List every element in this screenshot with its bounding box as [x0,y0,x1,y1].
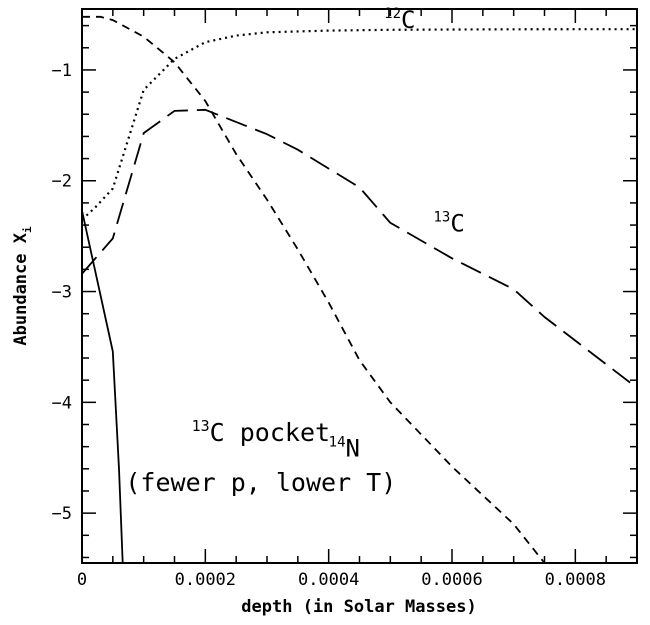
series-line-14N [82,15,546,563]
series-line-12C [82,28,637,221]
x-tick-label: 0.0004 [298,570,359,590]
series-label-13C: 13C [434,210,465,238]
labels-layer: 0 0.0002 0.0004 0.0006 0.0008 −1 −2 −3 −4 −5 12C 13… [52,6,607,590]
y-axis-label: Abundance Xi [11,226,34,346]
x-tick-label: 0.0008 [545,570,606,590]
y-tick-label: −1 [52,61,72,81]
x-tick-label: 0 [77,570,87,590]
x-tick-label: 0.0002 [175,570,236,590]
y-tick-label: −3 [52,283,72,303]
y-axis-label-main: Abundance X [11,232,31,345]
series-line-1H [82,210,124,563]
y-tick-label: −4 [52,393,72,413]
y-tick-label: −2 [52,172,72,192]
pocket-annotation-line1: 13C pocket [192,417,330,447]
series-label-12C: 12C [384,6,415,34]
x-tick-label: 0.0006 [421,570,482,590]
x-axis-label: depth (in Solar Masses) [241,597,476,617]
y-tick-label: −5 [52,504,72,524]
series-line-13C [82,108,637,389]
pocket-annotation-line2: (fewer p, lower T) [125,468,396,497]
y-axis-label-sub: i [21,226,34,233]
series-layer [82,15,637,563]
plot-frame [81,8,638,564]
series-label-14N: 14N [329,435,360,463]
